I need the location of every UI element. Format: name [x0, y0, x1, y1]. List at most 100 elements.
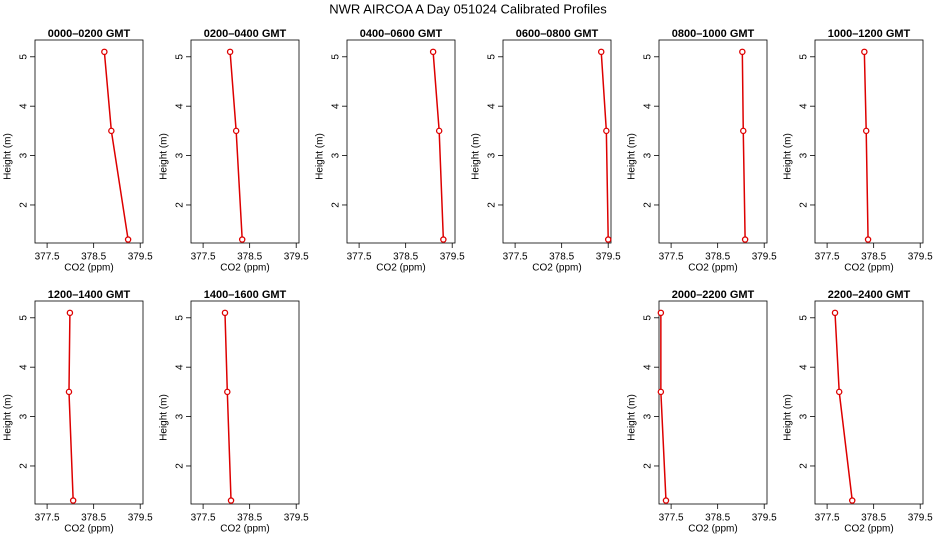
data-point [739, 48, 746, 56]
y-tick-label: 3 [19, 413, 30, 419]
y-axis-label: Height (m) [159, 133, 170, 180]
data-point [848, 497, 856, 504]
x-axis-label: CO2 (ppm) [688, 263, 737, 274]
y-tick-label: 4 [19, 364, 30, 370]
plot-frame [658, 300, 768, 505]
x-tick-label: 379.5 [128, 252, 153, 263]
y-tick-label: 5 [19, 315, 30, 321]
y-tick-label: 4 [487, 103, 498, 109]
data-point [864, 236, 872, 243]
plot-frame [814, 300, 924, 505]
x-axis-label: CO2 (ppm) [64, 263, 113, 274]
y-tick-label: 4 [643, 103, 654, 109]
y-tick-label: 5 [19, 54, 30, 60]
data-point [69, 497, 77, 504]
data-point [221, 309, 229, 317]
y-tick-label: 4 [799, 364, 810, 370]
y-axis-label: Height (m) [627, 133, 638, 180]
panel-title: 0800–1000 GMT [672, 28, 755, 40]
y-tick-label: 5 [643, 54, 654, 60]
data-point [604, 236, 612, 243]
panel: 2000–2200 GMT 377.5 378.5 379.5 2 3 4 5 CO2 (ppm… [627, 289, 778, 535]
panel-title: 0000–0200 GMT [48, 28, 131, 40]
data-point [603, 127, 610, 135]
panel: 0400–0600 GMT 377.5 378.5 379.5 2 3 4 5 CO2 (ppm… [315, 28, 466, 274]
data-point [226, 48, 234, 56]
y-axis-label: Height (m) [783, 133, 794, 180]
plot-frame [190, 39, 300, 244]
profile-line [741, 51, 746, 240]
data-point [831, 309, 839, 317]
panel-title: 2200–2400 GMT [828, 289, 911, 301]
x-tick-label: 377.5 [659, 252, 684, 263]
y-tick-label: 2 [487, 202, 498, 208]
x-tick-label: 378.5 [237, 513, 262, 524]
x-tick-label: 379.5 [284, 252, 309, 263]
panel: 0600–0800 GMT 377.5 378.5 379.5 2 3 4 5 CO2 (ppm… [471, 28, 622, 274]
panel: 0800–1000 GMT 377.5 378.5 379.5 2 3 4 5 CO2 (ppm… [627, 28, 778, 274]
x-tick-label: 378.5 [237, 252, 262, 263]
x-tick-label: 379.5 [440, 252, 465, 263]
y-axis-label: Height (m) [3, 133, 14, 180]
plot-frame [658, 39, 768, 244]
data-point [861, 48, 868, 56]
x-tick-label: 377.5 [815, 513, 840, 524]
x-tick-label: 379.5 [128, 513, 153, 524]
plot-frame [502, 39, 612, 244]
data-point [238, 236, 246, 243]
profile-line [863, 51, 869, 240]
data-point [657, 388, 665, 396]
data-point [835, 388, 843, 396]
x-tick-label: 379.5 [752, 252, 777, 263]
y-tick-label: 2 [19, 463, 30, 469]
profile-line [600, 51, 609, 240]
y-tick-label: 2 [175, 202, 186, 208]
x-tick-label: 377.5 [35, 252, 60, 263]
x-tick-label: 378.5 [393, 252, 418, 263]
x-tick-label: 379.5 [284, 513, 309, 524]
profile-line [103, 51, 129, 240]
panel: 0200–0400 GMT 377.5 378.5 379.5 2 3 4 5 CO2 (ppm… [159, 28, 310, 274]
x-tick-label: 377.5 [35, 513, 60, 524]
x-tick-label: 378.5 [861, 252, 886, 263]
x-tick-label: 377.5 [191, 513, 216, 524]
x-axis-label: CO2 (ppm) [220, 263, 269, 274]
x-tick-label: 379.5 [752, 513, 777, 524]
x-axis-label: CO2 (ppm) [376, 263, 425, 274]
profile-line [224, 312, 232, 501]
x-tick-label: 377.5 [191, 252, 216, 263]
y-tick-label: 5 [175, 54, 186, 60]
data-point [227, 497, 235, 504]
panel-title: 1000–1200 GMT [828, 28, 911, 40]
data-point [440, 236, 447, 243]
y-axis-label: Height (m) [783, 394, 794, 441]
y-tick-label: 2 [331, 202, 342, 208]
data-point [429, 48, 437, 56]
y-tick-label: 5 [175, 315, 186, 321]
plot-frame [814, 39, 924, 244]
panel-title: 0600–0800 GMT [516, 28, 599, 40]
y-axis-label: Height (m) [627, 394, 638, 441]
data-point [741, 236, 749, 243]
panel: 1000–1200 GMT 377.5 378.5 379.5 2 3 4 5 CO2 (ppm… [783, 28, 934, 274]
data-point [124, 236, 132, 243]
y-tick-label: 5 [487, 54, 498, 60]
y-tick-label: 2 [643, 202, 654, 208]
y-tick-label: 4 [799, 103, 810, 109]
panel-title: 0400–0600 GMT [360, 28, 443, 40]
x-tick-label: 379.5 [596, 252, 621, 263]
profile-line [229, 51, 243, 240]
x-tick-label: 377.5 [815, 252, 840, 263]
x-tick-label: 378.5 [81, 513, 106, 524]
panel: 1400–1600 GMT 377.5 378.5 379.5 2 3 4 5 CO2 (ppm… [159, 289, 310, 535]
x-axis-label: CO2 (ppm) [532, 263, 581, 274]
y-tick-label: 2 [643, 463, 654, 469]
y-tick-label: 5 [799, 54, 810, 60]
y-tick-label: 3 [175, 152, 186, 158]
data-point [232, 127, 240, 135]
x-tick-label: 379.5 [908, 252, 933, 263]
y-tick-label: 4 [643, 364, 654, 370]
y-tick-label: 3 [19, 152, 30, 158]
figure-title: NWR AIRCOA A Day 051024 Calibrated Profi… [329, 1, 607, 16]
panel-title: 1200–1400 GMT [48, 289, 131, 301]
